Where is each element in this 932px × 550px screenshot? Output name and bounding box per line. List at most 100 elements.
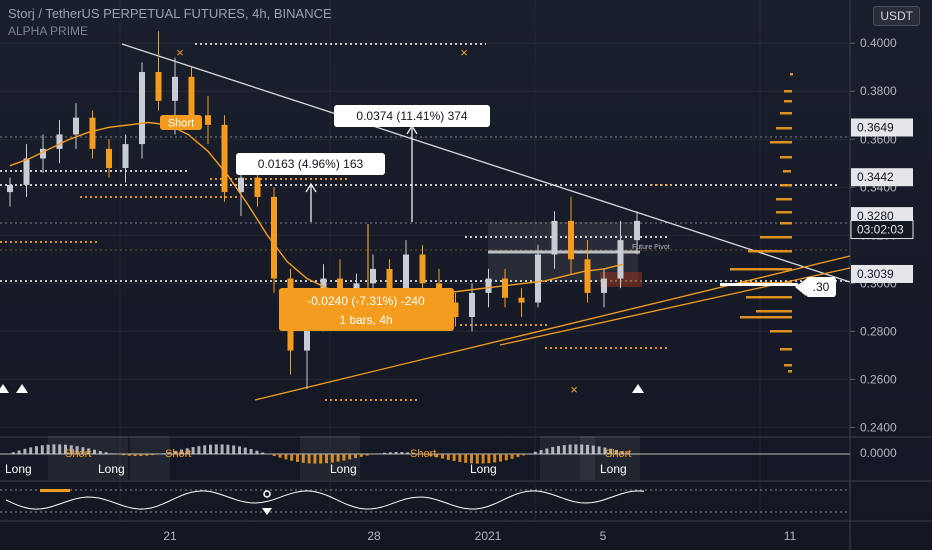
oscillator-bar — [336, 454, 340, 462]
oscillator-bar — [11, 452, 15, 454]
oscillator-bar — [354, 454, 357, 459]
oscillator-bar — [620, 451, 624, 454]
oscillator-bar — [446, 454, 450, 460]
candle-body — [106, 148, 112, 169]
candle-body — [122, 144, 129, 169]
oscillator-bar — [458, 454, 462, 463]
price-callout-bg — [806, 277, 836, 297]
oscillator-bar — [127, 454, 131, 456]
oscillator-bar — [40, 445, 44, 454]
oscillator-bar — [226, 444, 230, 454]
oscillator-bar — [319, 454, 323, 464]
oscillator-shade — [540, 436, 595, 480]
support-trendline-2 — [499, 267, 851, 346]
time-tick-label: 21 — [163, 529, 177, 543]
oscillator-bar — [400, 452, 404, 454]
oscillator-bar — [197, 446, 201, 454]
oscillator-bar — [261, 452, 265, 454]
measure-label-up-large-bg — [334, 105, 490, 127]
candle-body — [617, 240, 624, 279]
volume-profile-bar — [756, 310, 792, 313]
oscillator-tick-label: 0.0000 — [860, 446, 897, 460]
oscillator-bar — [139, 454, 143, 456]
candle-body — [221, 124, 228, 193]
symbol-title: Storj / TetherUS PERPETUAL FUTURES, 4h, … — [8, 6, 332, 21]
oscillator-bar — [185, 448, 189, 454]
rsi-marker — [263, 490, 271, 498]
candle-body — [403, 254, 409, 289]
price-callout: .30 — [813, 280, 830, 294]
oscillator-bar — [180, 449, 183, 454]
oscillator-bar — [52, 444, 56, 454]
oscillator-bar — [545, 448, 549, 454]
candle-body — [56, 134, 63, 149]
oscillator-bar — [220, 444, 224, 454]
candle-body — [469, 292, 475, 317]
oscillator-bar — [162, 453, 166, 454]
measure-label-bars: 1 bars, 4h — [339, 313, 392, 327]
oscillator-bar — [510, 454, 514, 459]
volume-profile-bar — [784, 100, 792, 103]
long-signal-label: Long — [5, 462, 32, 476]
time-tick-label: 5 — [600, 529, 607, 543]
oscillator-bar — [58, 444, 62, 454]
price-tick-label: 0.2400 — [860, 420, 897, 434]
oscillator-shade — [130, 436, 170, 480]
oscillator-bar — [441, 454, 444, 459]
oscillator-bar — [313, 454, 317, 464]
oscillator-bar — [406, 452, 410, 454]
oscillator-bar — [209, 444, 212, 454]
oscillator-bar — [493, 454, 497, 463]
volume-profile-bar — [760, 236, 792, 239]
callout-pointer — [795, 279, 806, 296]
oscillator-bar — [325, 454, 328, 464]
oscillator-shade — [300, 436, 360, 480]
oscillator-bar — [278, 454, 282, 458]
candle-body — [172, 76, 178, 101]
long-signal-label: Long — [600, 462, 627, 476]
oscillator-bar — [301, 454, 305, 463]
long-signal-label: Long — [98, 462, 125, 476]
candle-body — [518, 297, 525, 303]
oscillator-short-label: Short — [65, 448, 91, 460]
volume-profile-bar — [746, 296, 792, 299]
oscillator-bar — [214, 444, 218, 454]
candle-body — [155, 72, 162, 101]
oscillator-bar — [429, 454, 433, 457]
candle-body — [238, 177, 244, 193]
price-tick-label: 0.3800 — [860, 84, 897, 98]
long-signal-label: Long — [330, 462, 357, 476]
oscillator-bar — [470, 454, 473, 464]
oscillator-bar — [423, 454, 427, 455]
up-triangle-marker — [16, 384, 28, 393]
oscillator-bar — [46, 444, 50, 454]
candle-body — [205, 115, 211, 125]
short-signal-label-bg — [160, 115, 202, 130]
measure-label-up-small-bg — [236, 153, 385, 175]
oscillator-bar — [533, 451, 537, 454]
candle-body — [535, 254, 541, 303]
oscillator-bar — [98, 451, 102, 454]
candle-body — [419, 254, 426, 284]
oscillator-bar — [539, 450, 543, 454]
oscillator-bar — [516, 454, 520, 458]
oscillator-bar — [93, 449, 96, 454]
candle-body — [634, 220, 640, 241]
oscillator-bar — [342, 454, 346, 461]
volume-profile-bar — [770, 141, 792, 144]
oscillator-bar — [580, 444, 584, 454]
time-tick-label: 2021 — [475, 529, 502, 543]
currency-button[interactable]: USDT — [873, 6, 920, 26]
oscillator-bar — [435, 454, 439, 458]
measure-label-up-small: 0.0163 (4.96%) 163 — [258, 157, 364, 171]
up-triangle-marker — [0, 384, 9, 393]
oscillator-short-label: Short — [165, 448, 191, 460]
oscillator-bar — [174, 450, 178, 454]
price-flag-bg — [851, 168, 913, 187]
oscillator-short-label: Short — [410, 448, 436, 460]
oscillator-bar — [609, 448, 613, 454]
oscillator-bar — [272, 454, 276, 457]
oscillator-bar — [475, 454, 479, 464]
volume-profile-bar — [776, 198, 792, 201]
